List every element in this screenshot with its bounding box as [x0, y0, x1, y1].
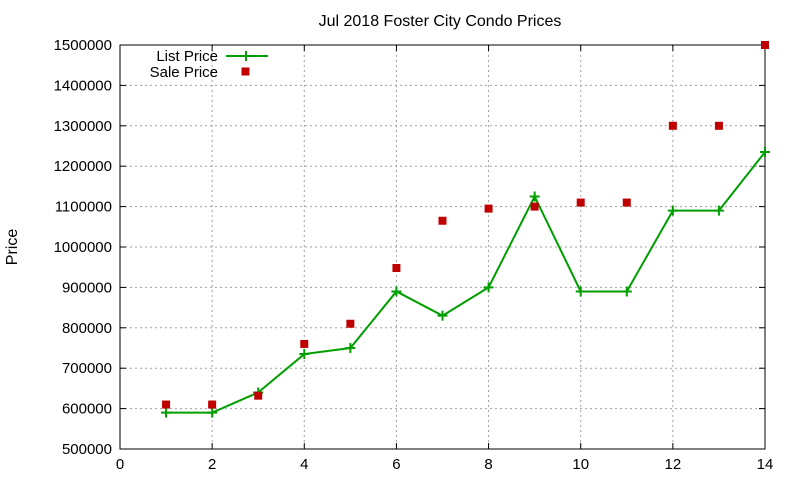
list-price-point: [621, 286, 632, 297]
list-price-point: [391, 286, 402, 297]
plot-frame: [119, 44, 766, 450]
list-price-point: [437, 310, 448, 321]
list-price-point: [345, 343, 356, 353]
x-tick-label: 6: [392, 456, 400, 473]
chart-title: Jul 2018 Foster City Condo Prices: [319, 13, 562, 30]
y-tick-label: 1200000: [54, 158, 112, 175]
list-price-point: [760, 147, 770, 158]
x-tick-label: 14: [757, 456, 774, 473]
x-tick-label: 4: [300, 456, 308, 473]
list-price-point: [529, 191, 540, 202]
sale-price-point: [346, 319, 355, 328]
legend-marker-list-price: [241, 51, 251, 61]
list-price-point: [713, 205, 724, 216]
sale-price-point: [530, 202, 539, 211]
x-tick-label: 8: [484, 456, 492, 473]
sale-price-point: [668, 121, 677, 130]
legend-marker-sale-price: [241, 67, 250, 76]
x-tick-label: 12: [665, 456, 682, 473]
y-tick-label: 600000: [62, 401, 112, 418]
y-tick-label: 900000: [62, 279, 112, 296]
list-price-point: [299, 349, 310, 360]
y-tick-label: 1500000: [54, 37, 112, 54]
y-tick-label: 1000000: [54, 239, 112, 256]
legend: List Price Sale Price: [150, 48, 268, 81]
sale-price-point: [208, 400, 217, 409]
legend-label-list-price: List Price: [156, 48, 218, 65]
sale-price-point: [300, 339, 309, 348]
list-price-point: [575, 286, 586, 297]
list-price-point: [207, 407, 218, 418]
sale-price-point: [484, 204, 493, 213]
sale-price-point: [576, 198, 585, 207]
list-price-point: [161, 407, 172, 418]
sale-price-point: [392, 264, 401, 273]
y-tick-label: 500000: [62, 441, 112, 458]
sale-price-point: [162, 400, 171, 409]
y-axis-label: Price: [4, 229, 21, 266]
grid-layer: [120, 45, 765, 449]
legend-label-sale-price: Sale Price: [150, 64, 218, 81]
sale-price-point: [622, 198, 631, 207]
y-tick-label: 1300000: [54, 118, 112, 135]
sale-price-point: [714, 121, 723, 130]
sale-price-point: [761, 41, 769, 49]
sale-price-point: [438, 216, 447, 225]
sale-price-point: [254, 391, 263, 400]
y-tick-label: 1100000: [55, 199, 112, 216]
tick-layer: 0 2 4 6 8 10 12 14 500000 600000 700000 800000 90000…: [54, 37, 774, 473]
y-tick-label: 1400000: [54, 77, 112, 94]
list-price-line: [166, 151, 766, 414]
y-tick-label: 700000: [62, 360, 112, 377]
x-tick-label: 2: [208, 456, 216, 473]
x-tick-label: 10: [572, 456, 589, 473]
list-price-point: [483, 282, 494, 293]
list-price-point: [667, 205, 678, 216]
series-layer: [161, 41, 770, 418]
y-tick-label: 800000: [62, 320, 112, 337]
x-tick-label: 0: [116, 456, 124, 473]
